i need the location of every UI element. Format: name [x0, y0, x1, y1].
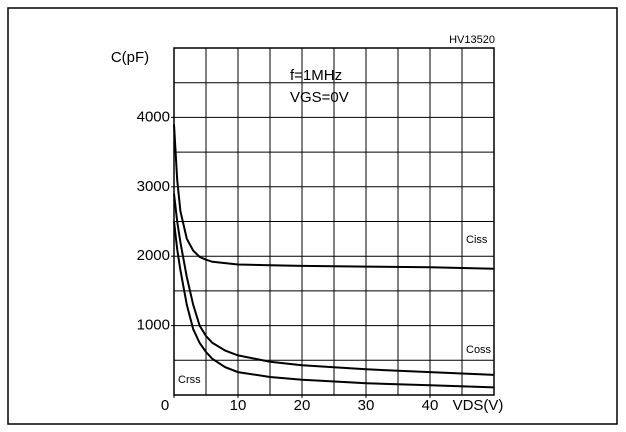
series-label: Ciss: [466, 234, 488, 246]
series-label: Coss: [466, 344, 492, 356]
y-tick-label: 4000: [137, 108, 170, 125]
y-axis-label: C(pF): [111, 49, 149, 66]
series-line: [173, 193, 495, 376]
frame: [7, 7, 618, 425]
series-line: [173, 221, 495, 389]
series-line: [173, 124, 495, 270]
annotation: VGS=0V: [290, 89, 349, 106]
x-tick-label: 10: [230, 397, 247, 414]
x-tick-label: 30: [358, 397, 375, 414]
y-tick-label: 3000: [137, 178, 170, 195]
x-axis-label: VDS(V): [453, 397, 504, 414]
x-tick-label: 0: [161, 397, 169, 414]
x-tick-label: 40: [422, 397, 439, 414]
x-tick-label: 20: [294, 397, 311, 414]
figure-code: HV13520: [449, 34, 495, 46]
series-label: Crss: [178, 374, 201, 386]
y-tick-label: 2000: [137, 247, 170, 264]
y-tick-label: 1000: [137, 317, 170, 334]
annotation: f=1MHz: [290, 67, 342, 84]
